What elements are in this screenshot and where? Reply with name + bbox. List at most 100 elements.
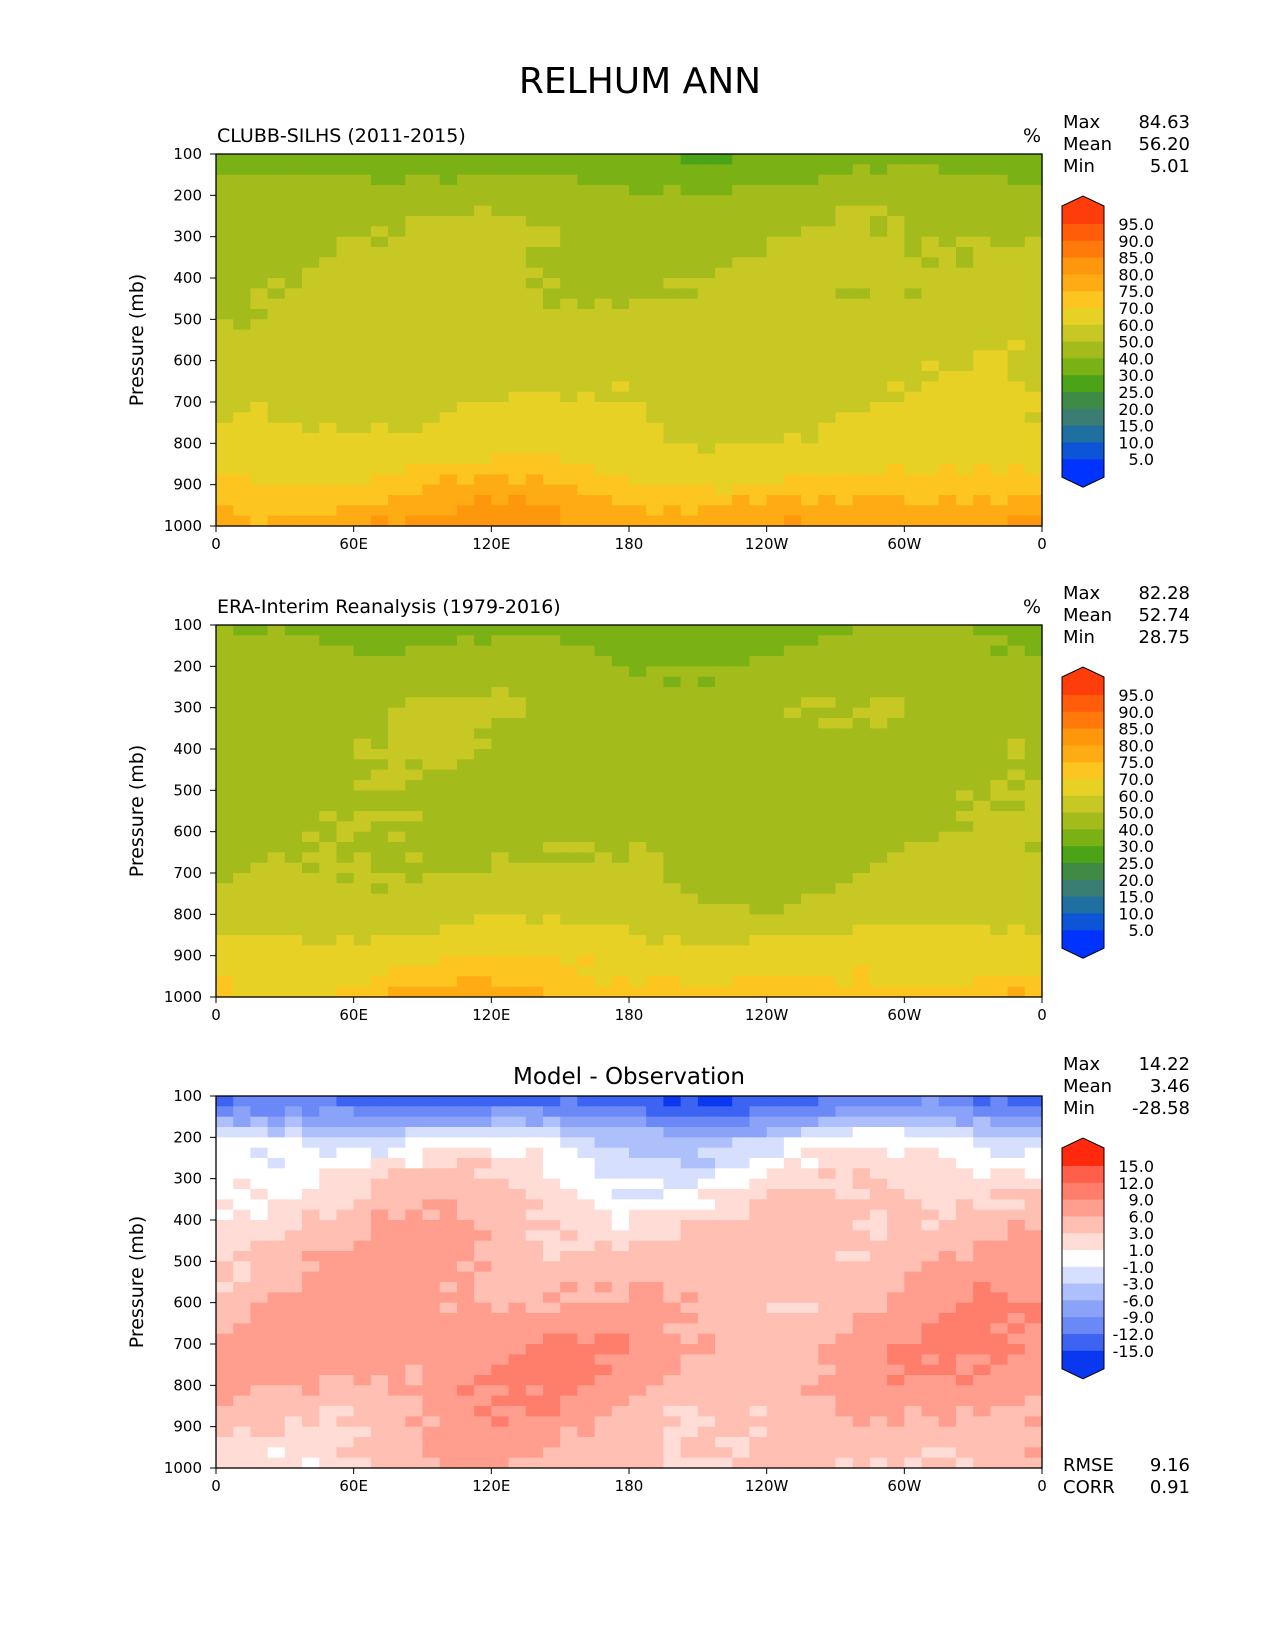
field-cell (594, 852, 613, 864)
field-cell (938, 645, 957, 657)
field-cell (611, 831, 630, 843)
field-cell (456, 790, 475, 802)
field-cell (370, 1251, 389, 1262)
field-cell (955, 288, 974, 300)
field-cell (1024, 1344, 1043, 1355)
field-cell (904, 635, 923, 647)
field-cell (405, 893, 424, 905)
field-cell (319, 625, 338, 636)
field-cell (1007, 625, 1026, 636)
field-cell (749, 1158, 768, 1169)
field-cell (319, 955, 338, 967)
field-cell (250, 464, 269, 475)
field-cell (629, 154, 647, 165)
field-cell (904, 1313, 923, 1324)
field-cell (938, 759, 957, 771)
field-cell (474, 1106, 492, 1118)
field-cell (990, 164, 1009, 176)
field-cell (852, 645, 871, 657)
field-cell (577, 1220, 596, 1231)
field-cell (973, 1178, 991, 1190)
field-cell (560, 484, 578, 496)
field-cell (680, 433, 699, 444)
field-cell (336, 505, 355, 517)
colorbar-tick-label: 50.0 (1118, 804, 1154, 823)
colorbar: 95.090.085.080.075.070.060.050.040.030.0… (1061, 195, 1154, 488)
field-cell (560, 1158, 578, 1169)
field-cell (921, 986, 940, 998)
field-cell (869, 1147, 888, 1159)
field-cell (250, 360, 269, 372)
field-cell (818, 154, 837, 165)
colorbar-segment (1062, 711, 1104, 729)
field-cell (801, 625, 819, 636)
field-cell (732, 852, 751, 864)
y-tick-label: 600 (173, 352, 202, 370)
field-cell (491, 1158, 510, 1169)
field-cell (663, 1261, 682, 1273)
field-cell (216, 904, 234, 915)
field-cell (869, 360, 888, 372)
field-cell (474, 893, 492, 905)
field-cell (456, 1271, 475, 1283)
field-cell (869, 371, 888, 382)
field-cell (852, 904, 871, 915)
field-cell (1007, 1271, 1026, 1283)
field-cell (594, 955, 613, 967)
field-cell (715, 728, 733, 740)
field-cell (439, 852, 458, 864)
field-cell (921, 1240, 940, 1252)
field-cell (852, 381, 871, 393)
field-cell (835, 759, 854, 771)
field-cell (611, 319, 630, 331)
field-cell (938, 873, 957, 884)
field-cell (353, 464, 372, 475)
field-cell (749, 676, 768, 688)
field-cell (852, 707, 871, 719)
field-cell (904, 656, 923, 667)
field-cell (370, 484, 389, 496)
field-cell (302, 955, 320, 967)
field-cell (749, 402, 768, 413)
field-cell (835, 164, 854, 176)
field-cell (990, 515, 1009, 527)
field-cell (938, 1220, 957, 1231)
field-cell (801, 1220, 819, 1231)
field-cell (869, 495, 888, 506)
field-cell (611, 1364, 630, 1376)
field-cell (629, 862, 647, 874)
field-cell (405, 883, 424, 895)
field-cell (388, 966, 406, 977)
field-cell (542, 464, 561, 475)
field-cell (783, 329, 802, 341)
field-cell (491, 464, 510, 475)
field-cell (835, 1344, 854, 1355)
field-cell (388, 914, 406, 926)
field-cell (629, 495, 647, 506)
field-cell (577, 935, 596, 946)
field-cell (869, 1333, 888, 1345)
field-cell (405, 966, 424, 977)
field-cell (1024, 236, 1043, 248)
field-cell (388, 195, 406, 207)
field-cell (542, 185, 561, 196)
field-cell (749, 174, 768, 186)
field-cell (250, 707, 269, 719)
field-cell (491, 676, 510, 688)
field-cell (938, 329, 957, 341)
field-cell (302, 1251, 320, 1262)
field-cell (887, 360, 905, 372)
field-cell (818, 1137, 837, 1149)
field-cell (783, 873, 802, 884)
field-cell (542, 205, 561, 217)
field-cell (250, 1271, 269, 1283)
field-cell (388, 1189, 406, 1200)
field-cell (869, 1209, 888, 1221)
field-cell (1024, 515, 1043, 527)
field-cell (233, 924, 252, 936)
field-cell (938, 656, 957, 667)
field-cell (216, 1271, 234, 1283)
field-cell (1024, 1209, 1043, 1221)
field-cell (474, 831, 492, 843)
field-cell (542, 862, 561, 874)
